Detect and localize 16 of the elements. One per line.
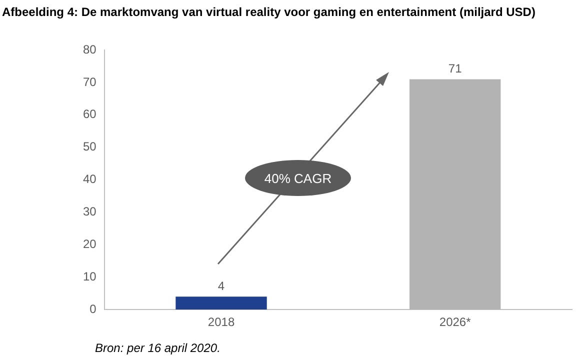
y-tick-label: 50 bbox=[82, 140, 97, 154]
y-tick-label: 20 bbox=[82, 237, 97, 252]
y-tick-label: 0 bbox=[90, 302, 97, 316]
y-tick-label: 30 bbox=[82, 204, 97, 219]
chart-title: Afbeelding 4: De marktomvang van virtual reality voor gaming en entertainment (miljard USD) bbox=[2, 5, 536, 19]
x-tick-label: 2018 bbox=[208, 315, 235, 330]
text: Bron: per 16 april 2020. bbox=[95, 341, 220, 355]
annotation: 40% CAGR bbox=[245, 160, 351, 196]
y-tick-label: 80 bbox=[82, 42, 97, 56]
y-tick-label: 10 bbox=[82, 269, 97, 284]
y-tick-label: 40 bbox=[82, 172, 97, 186]
x-tick-label: 2026* bbox=[439, 315, 472, 330]
data-label: 71 bbox=[448, 62, 462, 76]
data-label: 4 bbox=[218, 278, 225, 293]
y-tick-label: 60 bbox=[82, 107, 97, 122]
y-tick-label: 70 bbox=[82, 74, 97, 89]
